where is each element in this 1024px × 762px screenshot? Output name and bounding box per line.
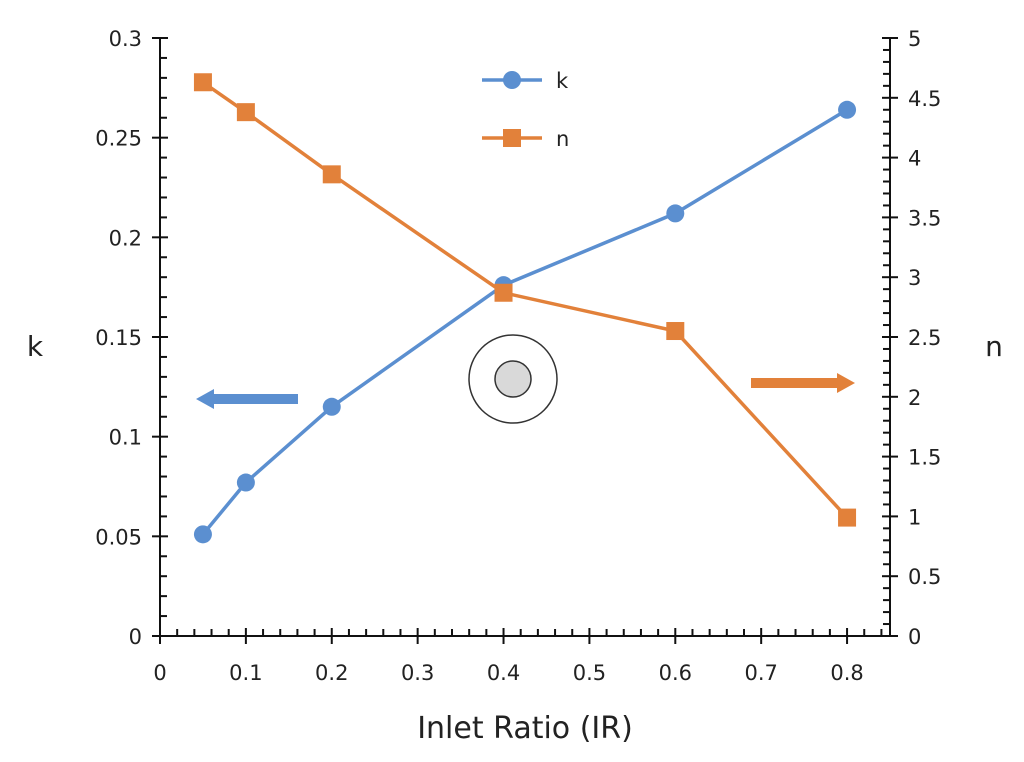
x-tick-label: 0.3 — [401, 661, 434, 685]
y-right-tick-label: 2.5 — [908, 326, 941, 350]
x-tick-label: 0.8 — [830, 661, 863, 685]
y-right-tick-label: 1 — [908, 505, 921, 529]
y-right-axis-label: n — [985, 330, 1003, 363]
series-line-n — [201, 80, 849, 519]
legend-label-k: k — [556, 69, 569, 93]
y-right-tick-label: 4 — [908, 147, 921, 171]
data-point-n — [666, 322, 685, 341]
y-right-tick-label: 3 — [908, 266, 921, 290]
y-right-tick-label: 1.5 — [908, 446, 941, 470]
x-tick-label: 0.6 — [659, 661, 692, 685]
x-tick-label: 0.4 — [487, 661, 520, 685]
y-left-axis-label: k — [27, 330, 44, 363]
y-left-tick-label: 0.15 — [95, 326, 142, 350]
right-arrow-annotation — [751, 373, 855, 393]
x-tick-label: 0.7 — [744, 661, 777, 685]
data-point-k — [236, 473, 255, 492]
left-arrow-annotation — [196, 389, 298, 409]
y-right-tick-label: 5 — [908, 27, 921, 51]
data-point-k — [838, 100, 857, 119]
series-layer — [193, 73, 857, 544]
y-right-tick-label: 0 — [908, 625, 921, 649]
data-point-n — [236, 103, 255, 122]
inlet-symbol-icon — [468, 334, 558, 424]
data-point-n — [838, 508, 857, 527]
y-left-tick-label: 0.2 — [109, 226, 142, 250]
y-left-tick-label: 0.05 — [95, 525, 142, 549]
legend-label-n: n — [556, 127, 569, 151]
legend: kn — [482, 69, 569, 151]
data-point-n — [193, 73, 212, 92]
y-right-tick-label: 0.5 — [908, 565, 941, 589]
data-point-n — [494, 283, 513, 302]
x-axis-label: Inlet Ratio (IR) — [417, 711, 633, 746]
y-left-tick-label: 0.25 — [95, 127, 142, 151]
y-right-tick-label: 3.5 — [908, 206, 941, 230]
y-right-tick-label: 4.5 — [908, 87, 941, 111]
data-point-k — [193, 525, 212, 544]
x-tick-label: 0.2 — [315, 661, 348, 685]
data-point-k — [666, 204, 685, 223]
legend-marker-n — [503, 129, 521, 147]
y-right-tick-label: 2 — [908, 386, 921, 410]
legend-marker-k — [503, 71, 521, 89]
x-tick-label: 0 — [153, 661, 166, 685]
data-point-k — [322, 397, 341, 416]
x-tick-label: 0.1 — [229, 661, 262, 685]
y-left-tick-label: 0 — [129, 625, 142, 649]
x-tick-label: 0.5 — [573, 661, 606, 685]
y-left-tick-label: 0.1 — [109, 426, 142, 450]
series-line-k — [201, 108, 848, 536]
axes: 0 0.1 0.2 0.3 0.4 0.5 0.6 0.7 0.8 0 0.05 0.1 0.15 0.2… — [95, 27, 941, 685]
data-point-n — [322, 165, 341, 184]
y-left-tick-label: 0.3 — [109, 27, 142, 51]
